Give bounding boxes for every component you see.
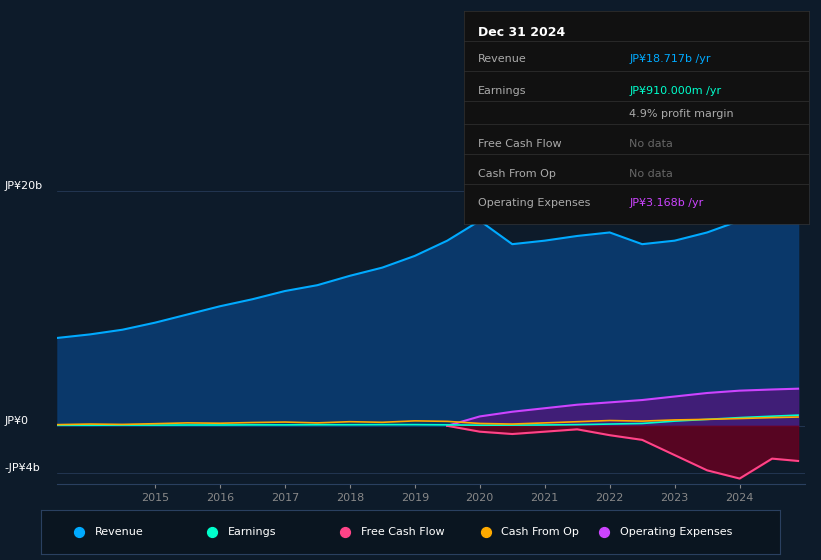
Text: No data: No data <box>630 169 673 179</box>
Text: Revenue: Revenue <box>95 527 144 537</box>
Text: JP¥18.717b /yr: JP¥18.717b /yr <box>630 54 711 64</box>
Text: Operating Expenses: Operating Expenses <box>620 527 732 537</box>
Text: 4.9% profit margin: 4.9% profit margin <box>630 109 734 119</box>
Text: Free Cash Flow: Free Cash Flow <box>478 139 562 149</box>
Text: JP¥3.168b /yr: JP¥3.168b /yr <box>630 198 704 208</box>
Point <box>479 528 493 536</box>
Text: JP¥20b: JP¥20b <box>4 181 42 192</box>
Text: Cash From Op: Cash From Op <box>502 527 580 537</box>
Point <box>73 528 86 536</box>
Text: Earnings: Earnings <box>228 527 277 537</box>
Text: Free Cash Flow: Free Cash Flow <box>361 527 445 537</box>
Point <box>339 528 352 536</box>
Text: Operating Expenses: Operating Expenses <box>478 198 590 208</box>
Text: Dec 31 2024: Dec 31 2024 <box>478 26 565 39</box>
Text: No data: No data <box>630 139 673 149</box>
Text: Earnings: Earnings <box>478 86 526 96</box>
Text: JP¥0: JP¥0 <box>4 416 28 426</box>
Text: Cash From Op: Cash From Op <box>478 169 556 179</box>
Text: JP¥910.000m /yr: JP¥910.000m /yr <box>630 86 722 96</box>
Text: Revenue: Revenue <box>478 54 526 64</box>
Point <box>206 528 219 536</box>
Point <box>598 528 611 536</box>
Text: -JP¥4b: -JP¥4b <box>4 463 40 473</box>
